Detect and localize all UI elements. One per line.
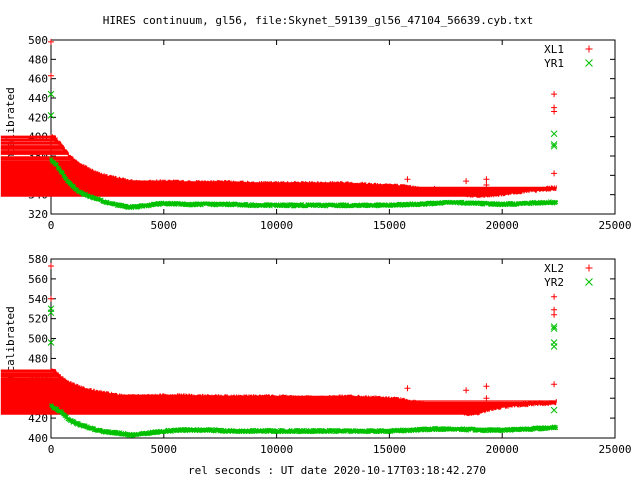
legend-marker-xl1 [585,45,593,53]
y-tick-label: 420 [28,412,48,425]
outlier-point [404,176,411,183]
y-tick-label: 480 [28,53,48,66]
x-axis-label: rel seconds : UT date 2020-10-17T03:18:4… [188,464,486,477]
series-yr1 [47,90,559,211]
legend-label-xl2: XL2 [544,262,564,275]
outlier-point [551,311,558,318]
outlier-point [551,108,558,115]
outlier-point [48,295,54,302]
data-trace-yr2 [49,403,559,438]
outlier-point [404,385,411,392]
y-tick-label: 520 [28,313,48,326]
x-tick-label: 0 [48,443,55,456]
data-trace-xl1 [0,134,557,199]
data-trace-xl2 [0,368,557,417]
outlier-point [550,142,558,150]
y-tick-label: 540 [28,293,48,306]
outlier-point [551,381,558,388]
y-axis-label-bottom: Uncalibrated [4,306,17,385]
outlier-point [551,293,558,300]
outlier-point [551,91,558,98]
outlier-point [550,130,558,138]
legend-marker-yr2 [585,278,593,286]
outlier-point [550,406,558,414]
y-tick-label: 500 [28,333,48,346]
outlier-point [483,395,490,402]
top-panel: Uncalibrated 0 5000 10000 15000 20000 2500032… [0,34,632,232]
y-tick-label: 480 [28,352,48,365]
plot-frame [50,258,616,439]
y-tick-label: 440 [28,92,48,105]
outlier-point [48,262,54,269]
x-tick-label: 25000 [598,443,631,456]
y-tick-label: 460 [28,73,48,86]
y-tick-label: 560 [28,273,48,286]
y-tick-label: 580 [28,253,48,266]
outlier-point [483,176,490,183]
outlier-point [47,90,55,98]
y-tick-label: 320 [28,208,48,221]
outlier-point [431,185,438,192]
outlier-point [48,38,54,45]
outlier-point [550,325,558,332]
outlier-point [48,72,54,79]
y-tick-label: 500 [28,34,48,47]
legend-marker-yr1 [585,59,593,67]
outlier-point [463,178,470,185]
x-tick-label: 20000 [486,219,519,232]
outlier-point [47,112,55,119]
outlier-point [550,343,558,350]
outlier-point [483,383,490,390]
outlier-point [551,170,558,177]
y-tick-label: 420 [28,111,48,124]
outlier-point [550,323,558,330]
x-tick-label: 0 [48,219,55,232]
outlier-point [463,387,470,394]
legend-label-yr2: YR2 [544,276,564,289]
legend-marker-xl2 [585,264,593,272]
chart-title: HIRES continuum, gl56, file:Skynet_59139… [103,14,533,27]
x-tick-label: 5000 [151,219,178,232]
outlier-point [483,182,490,188]
x-tick-label: 5000 [151,443,178,456]
series-xl1 [0,38,558,199]
x-tick-label: 10000 [260,443,293,456]
bottom-panel: Uncalibrated 0 5000 10000 15000 20000 25000 40… [0,253,632,456]
series-yr2 [47,305,559,438]
outlier-point [47,339,55,346]
data-trace-yr1 [49,156,559,211]
x-tick-label: 15000 [373,443,406,456]
x-tick-label: 20000 [486,443,519,456]
x-tick-label: 15000 [373,219,406,232]
legend-label-yr1: YR1 [544,57,564,70]
series-xl2 [0,262,558,417]
outlier-point [550,141,558,148]
x-tick-label: 10000 [260,219,293,232]
plot-frame [50,39,616,215]
x-tick-label: 25000 [598,219,631,232]
legend-label-xl1: XL1 [544,43,564,56]
outlier-point [47,309,55,317]
y-tick-label: 400 [28,432,48,445]
